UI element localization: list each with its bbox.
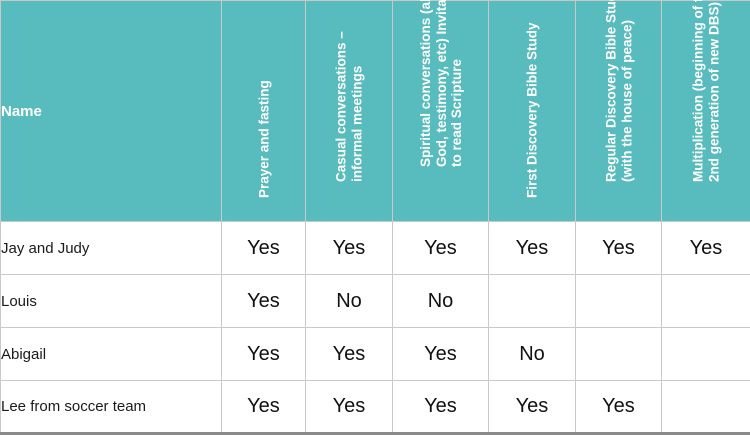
column-header-label: Multiplication (beginning of the 2nd gen… xyxy=(690,0,722,182)
cell-value: Yes xyxy=(661,221,750,275)
cell-value: No xyxy=(488,327,576,381)
table-row: Louis Yes No No xyxy=(0,274,750,328)
cell-value: Yes xyxy=(221,274,306,328)
column-header-casual-conversations: Casual conversations – informal meetings xyxy=(305,0,393,222)
cell-value: Yes xyxy=(575,380,662,433)
cell-value xyxy=(575,274,662,328)
column-header-label: Regular Discovery Bible Study (with the … xyxy=(603,0,634,182)
cell-value xyxy=(575,327,662,381)
column-header-prayer: Prayer and fasting xyxy=(221,0,306,222)
column-header-label: Spiritual conversations (about God, test… xyxy=(417,0,464,167)
cell-value xyxy=(661,327,750,381)
cell-value: No xyxy=(305,274,393,328)
cell-value: Yes xyxy=(392,380,489,433)
column-header-name: Name xyxy=(0,0,222,222)
column-header-label: First Discovery Bible Study xyxy=(524,21,540,198)
column-header-first-dbs: First Discovery Bible Study xyxy=(488,0,576,222)
column-header-multiplication: Multiplication (beginning of the 2nd gen… xyxy=(661,0,750,222)
cell-value xyxy=(661,274,750,328)
header-row: Name Prayer and fasting Casual conversat… xyxy=(0,0,750,222)
cell-value: Yes xyxy=(305,221,393,275)
table-row: Abigail Yes Yes Yes No xyxy=(0,327,750,381)
table-row: Lee from soccer team Yes Yes Yes Yes Yes xyxy=(0,380,750,433)
column-header-label: Casual conversations – informal meetings xyxy=(333,31,365,182)
column-header-label: Prayer and fasting xyxy=(255,79,271,198)
cell-value: Yes xyxy=(305,327,393,381)
cell-value: Yes xyxy=(575,221,662,275)
cell-value xyxy=(488,274,576,328)
cell-value: Yes xyxy=(221,380,306,433)
table-row: Jay and Judy Yes Yes Yes Yes Yes Yes xyxy=(0,221,750,275)
cell-value xyxy=(661,380,750,433)
column-header-spiritual-conversations: Spiritual conversations (about God, test… xyxy=(392,0,489,222)
cell-value: No xyxy=(392,274,489,328)
row-name: Lee from soccer team xyxy=(0,380,222,433)
cell-value: Yes xyxy=(305,380,393,433)
table-bottom-divider xyxy=(0,432,750,435)
cell-value: Yes xyxy=(221,221,306,275)
cell-value: Yes xyxy=(392,221,489,275)
row-name: Louis xyxy=(0,274,222,328)
cell-value: Yes xyxy=(221,327,306,381)
column-header-regular-dbs: Regular Discovery Bible Study (with the … xyxy=(575,0,662,222)
cell-value: Yes xyxy=(392,327,489,381)
cell-value: Yes xyxy=(488,380,576,433)
row-name: Jay and Judy xyxy=(0,221,222,275)
cell-value: Yes xyxy=(488,221,576,275)
row-name: Abigail xyxy=(0,327,222,381)
